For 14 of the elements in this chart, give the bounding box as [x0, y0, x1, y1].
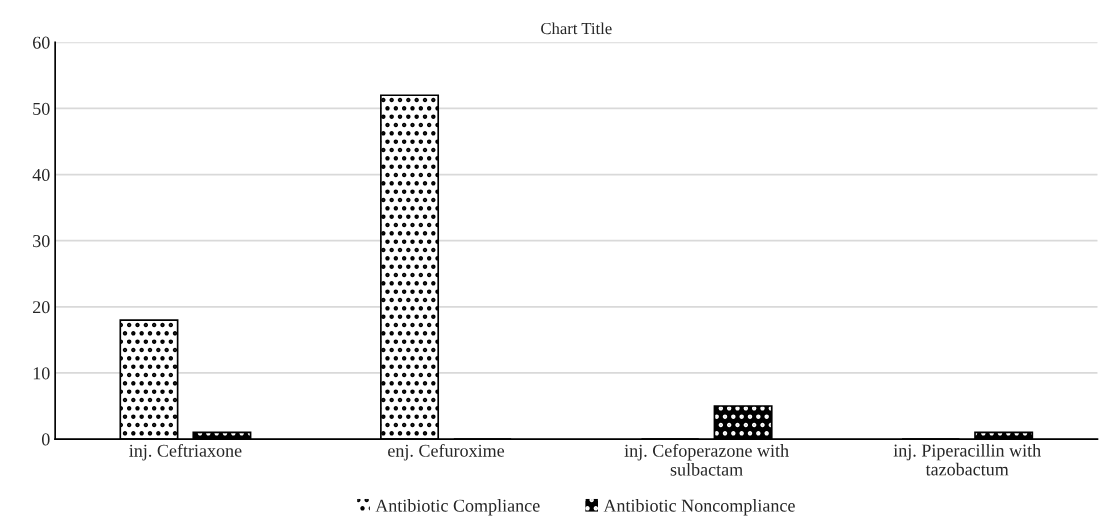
- y-tick-label: 50: [33, 102, 50, 115]
- y-tick-label: 40: [32, 168, 50, 182]
- y-tick-label: 20: [33, 301, 50, 314]
- y-tick-label: 0: [41, 433, 50, 446]
- x-tick-label: enj. Cefuroxime: [388, 443, 505, 461]
- legend-label: Antibiotic Compliance: [375, 499, 540, 516]
- x-tick-label: inj. Ceftriaxone: [129, 443, 242, 461]
- y-tick-label: 30: [33, 234, 50, 248]
- chart-title: Chart Title: [541, 22, 612, 35]
- y-tick-label: 60: [33, 36, 50, 49]
- legend-label: Antibiotic Noncompliance: [603, 499, 795, 516]
- x-tick-label: inj. Cefoperazone with sulbactam: [624, 443, 789, 476]
- x-tick-label: inj. Piperacillin with tazobactum: [893, 443, 1041, 476]
- y-tick-label: 10: [33, 367, 50, 380]
